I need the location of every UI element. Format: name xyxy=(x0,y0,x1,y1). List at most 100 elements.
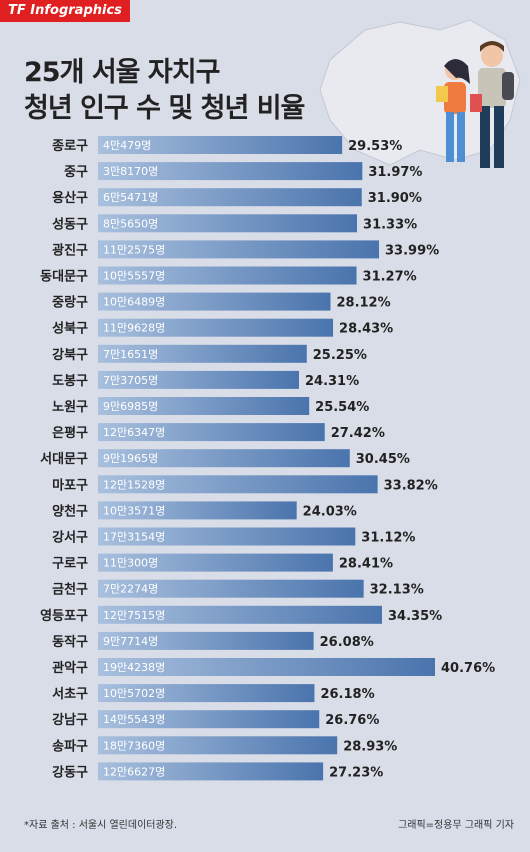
bar xyxy=(98,292,331,311)
bar xyxy=(98,762,324,781)
category-label: 은평구 xyxy=(52,425,88,441)
bar xyxy=(98,188,362,207)
population-label: 14만5543명 xyxy=(103,713,165,726)
bar xyxy=(98,162,363,181)
category-label: 중랑구 xyxy=(52,296,88,311)
percentage-label: 28.12% xyxy=(336,296,390,311)
bar xyxy=(98,605,383,624)
bar xyxy=(98,214,358,233)
category-label: 송파구 xyxy=(52,739,88,754)
population-label: 11만2575명 xyxy=(103,243,165,256)
percentage-label: 31.97% xyxy=(368,165,422,180)
population-label: 10만3571명 xyxy=(103,504,165,517)
population-label: 10만6489명 xyxy=(103,296,165,309)
percentage-label: 25.25% xyxy=(313,348,367,363)
category-label: 영등포구 xyxy=(40,609,88,624)
population-label: 12만6627명 xyxy=(103,765,165,778)
population-label: 11만9628명 xyxy=(103,322,165,335)
student-boy-figure xyxy=(470,41,514,168)
category-label: 동작구 xyxy=(52,634,88,650)
bars-group: 종로구 4만479명 29.53% 중구 3만8170명 31.97% 용산구 6만5471명… xyxy=(40,136,495,781)
bar xyxy=(98,579,364,598)
population-label: 12만7515명 xyxy=(103,609,165,622)
percentage-label: 34.35% xyxy=(388,609,442,624)
percentage-label: 24.31% xyxy=(305,374,359,389)
bar xyxy=(98,631,314,650)
percentage-label: 28.41% xyxy=(339,557,393,572)
percentage-label: 31.90% xyxy=(368,191,422,206)
population-label: 7만2274명 xyxy=(103,583,158,596)
population-label: 10만5702명 xyxy=(103,687,165,700)
category-label: 구로구 xyxy=(52,557,88,572)
population-label: 4만479명 xyxy=(103,139,151,152)
percentage-label: 27.23% xyxy=(329,765,383,780)
category-label: 성북구 xyxy=(52,322,88,337)
category-label: 양천구 xyxy=(52,504,88,519)
population-label: 10만5557명 xyxy=(103,270,165,283)
population-label: 19만4238명 xyxy=(103,661,165,674)
student-girl-figure xyxy=(436,59,470,162)
percentage-label: 31.12% xyxy=(361,531,415,546)
bar xyxy=(98,423,325,442)
bar xyxy=(98,136,343,154)
category-label: 관악구 xyxy=(52,660,88,676)
percentage-label: 24.03% xyxy=(303,504,357,519)
chart-title-line1: 25개 서울 자치구 xyxy=(24,57,220,88)
percentage-label: 26.08% xyxy=(320,635,374,650)
category-label: 서초구 xyxy=(52,687,88,702)
population-label: 9만1965명 xyxy=(103,452,158,465)
category-label: 금천구 xyxy=(52,583,88,598)
category-label: 노원구 xyxy=(52,400,88,415)
bar xyxy=(98,475,378,494)
population-label: 11만300명 xyxy=(103,557,158,570)
population-label: 7만3705명 xyxy=(103,374,158,387)
bar xyxy=(98,240,380,259)
population-label: 7만1651명 xyxy=(103,348,158,361)
population-label: 9만7714명 xyxy=(103,635,158,648)
category-label: 용산구 xyxy=(52,190,88,206)
bar xyxy=(98,736,338,755)
category-label: 동대문구 xyxy=(40,270,88,285)
percentage-label: 31.27% xyxy=(363,270,417,285)
category-label: 광진구 xyxy=(52,242,88,258)
bar xyxy=(98,553,333,572)
population-label: 3만8170명 xyxy=(103,165,158,178)
percentage-label: 33.82% xyxy=(384,478,438,493)
category-label: 중구 xyxy=(64,165,88,180)
category-label: 강동구 xyxy=(52,764,88,780)
bar xyxy=(98,266,357,285)
population-label: 8만5650명 xyxy=(103,217,158,230)
category-label: 강서구 xyxy=(52,530,88,546)
population-label: 12만6347명 xyxy=(103,426,165,439)
chart-title-line2: 청년 인구 수 및 청년 비율 xyxy=(24,93,305,124)
percentage-label: 40.76% xyxy=(441,661,495,676)
graphic-credit: 그래픽=정용무 그래픽 기자 xyxy=(398,820,514,831)
percentage-label: 29.53% xyxy=(348,139,402,154)
percentage-label: 27.42% xyxy=(331,426,385,441)
illustration xyxy=(319,19,521,168)
percentage-label: 26.18% xyxy=(320,687,374,702)
percentage-label: 25.54% xyxy=(315,400,369,415)
bar xyxy=(98,370,299,389)
category-label: 종로구 xyxy=(52,139,88,154)
category-label: 도봉구 xyxy=(52,374,88,389)
bar xyxy=(98,318,334,337)
bar xyxy=(98,449,350,468)
category-label: 강북구 xyxy=(52,347,88,363)
bar xyxy=(98,501,297,520)
bar xyxy=(98,344,307,363)
percentage-label: 33.99% xyxy=(385,243,439,258)
bar xyxy=(98,658,435,676)
population-label: 6만5471명 xyxy=(103,191,158,204)
bar xyxy=(98,397,310,415)
percentage-label: 26.76% xyxy=(325,713,379,728)
category-label: 강남구 xyxy=(52,712,88,728)
percentage-label: 30.45% xyxy=(356,452,410,467)
bar xyxy=(98,684,315,703)
data-source-note: *자료 출처 : 서울시 열린데이터광장. xyxy=(24,820,178,831)
population-label: 9만6985명 xyxy=(103,400,158,413)
brand-badge: TF Infographics xyxy=(0,0,130,22)
population-label: 17만3154명 xyxy=(103,531,165,544)
category-label: 마포구 xyxy=(52,477,88,493)
